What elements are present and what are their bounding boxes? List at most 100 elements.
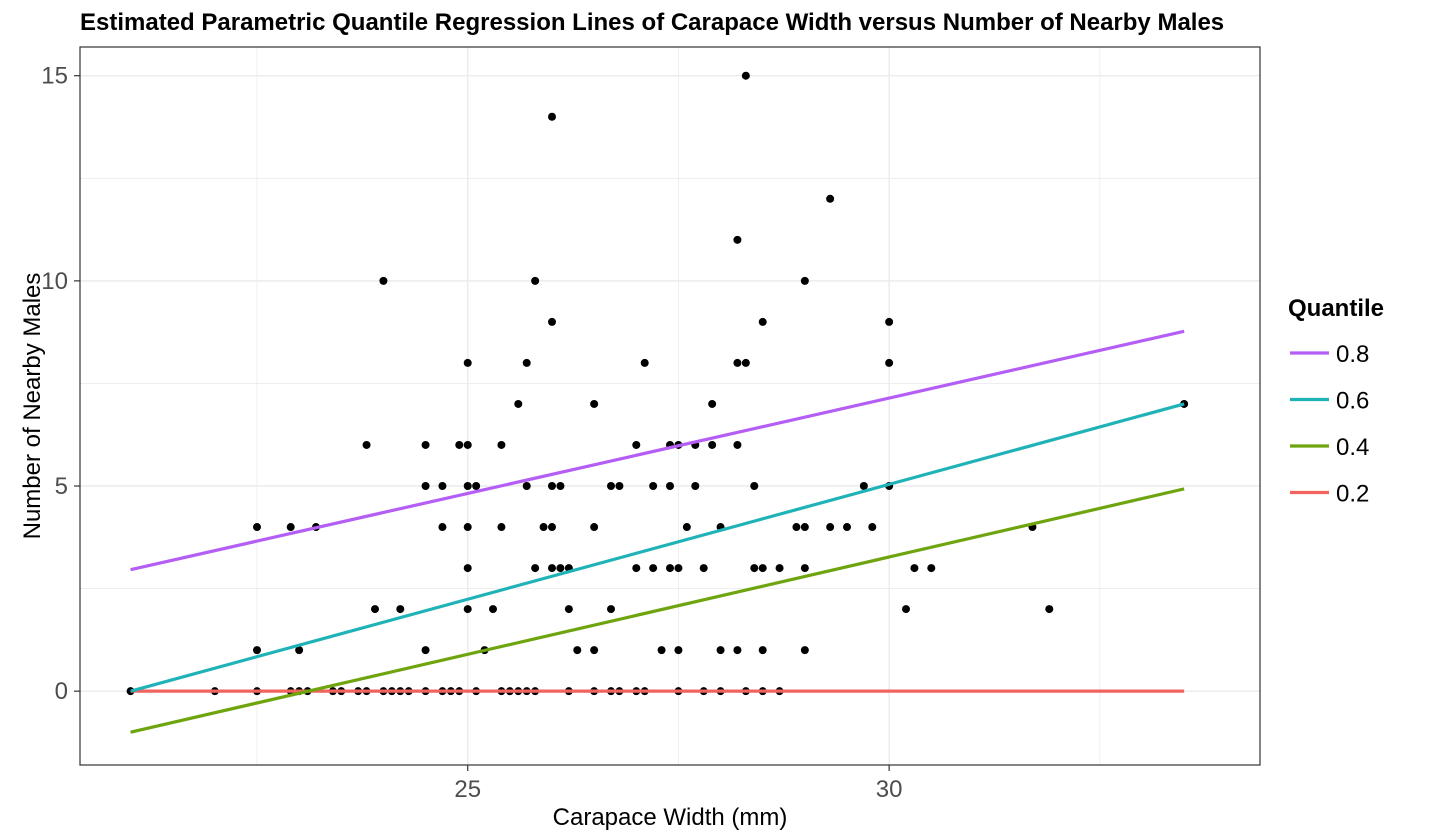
y-axis-ticks: 0 5 10 15 (41, 63, 80, 705)
data-point (843, 523, 851, 532)
data-point (548, 523, 556, 532)
data-point (733, 358, 742, 367)
data-point (556, 564, 565, 573)
x-axis-title: Carapace Width (mm) (553, 804, 788, 831)
data-point (800, 564, 809, 573)
legend-title: Quantile (1288, 295, 1384, 322)
data-point (927, 564, 936, 573)
data-point (657, 646, 666, 655)
data-point (649, 564, 658, 573)
data-point (590, 399, 599, 408)
legend-label: 0.8 (1336, 341, 1369, 368)
y-tick-label: 15 (41, 63, 68, 90)
quantile-lines (130, 329, 1185, 734)
data-point (421, 646, 430, 655)
data-point (666, 564, 674, 573)
data-point (590, 523, 599, 532)
data-point (573, 646, 582, 655)
data-point (826, 194, 835, 203)
data-point (758, 317, 767, 326)
data-point (564, 605, 573, 614)
y-tick-label: 0 (55, 678, 68, 705)
data-point (733, 646, 742, 655)
data-point (640, 358, 649, 367)
data-point (758, 646, 767, 655)
data-point (548, 482, 556, 491)
data-point (885, 358, 894, 367)
legend-item-0.2: 0.2 (1290, 481, 1369, 508)
data-point (607, 605, 615, 614)
data-point (539, 523, 548, 532)
data-point (910, 564, 919, 573)
data-point (859, 482, 868, 491)
data-points (126, 71, 1189, 696)
data-point (548, 317, 556, 326)
legend-item-0.6: 0.6 (1290, 388, 1369, 415)
data-point (800, 276, 809, 285)
data-point (295, 646, 304, 655)
plot-area (79, 46, 1261, 766)
data-point (371, 605, 379, 614)
legend-item-0.8: 0.8 (1290, 341, 1369, 368)
data-point (463, 564, 472, 573)
data-point (733, 440, 742, 449)
data-point (253, 523, 261, 532)
data-point (253, 646, 261, 655)
quantile-line-0.4 (130, 487, 1185, 734)
data-point (800, 523, 809, 532)
x-axis-ticks: 25 30 (454, 765, 902, 803)
x-tick-label: 30 (876, 776, 903, 803)
data-point (531, 564, 540, 573)
chart-title: Estimated Parametric Quantile Regression… (80, 9, 1224, 36)
data-point (421, 440, 430, 449)
data-point (463, 358, 472, 367)
data-point (674, 564, 683, 573)
data-point (522, 482, 531, 491)
data-point (497, 523, 506, 532)
data-point (522, 358, 531, 367)
data-point (514, 399, 523, 408)
legend-label: 0.2 (1336, 481, 1369, 508)
data-point (691, 482, 700, 491)
data-point (556, 482, 565, 491)
data-point (649, 482, 658, 491)
data-point (438, 523, 447, 532)
x-tick-label: 25 (454, 776, 481, 803)
data-point (750, 564, 759, 573)
data-point (775, 564, 784, 573)
y-tick-label: 5 (55, 473, 68, 500)
data-point (868, 523, 877, 532)
data-point (362, 440, 371, 449)
data-point (632, 440, 641, 449)
grid-minor (80, 47, 1260, 765)
data-point (758, 564, 767, 573)
data-point (463, 440, 472, 449)
data-point (489, 605, 497, 614)
data-point (531, 276, 540, 285)
data-point (286, 523, 295, 532)
data-point (548, 564, 556, 573)
data-point (379, 276, 388, 285)
legend: Quantile 0.8 0.6 0.4 0.2 (1288, 295, 1384, 508)
y-tick-label: 10 (41, 268, 68, 295)
data-point (497, 440, 506, 449)
data-point (463, 605, 472, 614)
data-point (716, 646, 725, 655)
legend-item-0.4: 0.4 (1290, 434, 1369, 461)
data-point (708, 399, 717, 408)
data-point (463, 482, 472, 491)
data-point (699, 564, 708, 573)
data-point (826, 523, 835, 532)
legend-label: 0.6 (1336, 388, 1369, 415)
plot-border (79, 46, 1261, 766)
quantile-line-0.8 (130, 329, 1185, 572)
data-point (438, 482, 447, 491)
data-point (421, 482, 430, 491)
data-point (455, 440, 464, 449)
data-point (708, 440, 717, 449)
data-point (396, 605, 405, 614)
data-point (463, 523, 472, 532)
data-point (741, 71, 750, 80)
data-point (733, 235, 742, 244)
